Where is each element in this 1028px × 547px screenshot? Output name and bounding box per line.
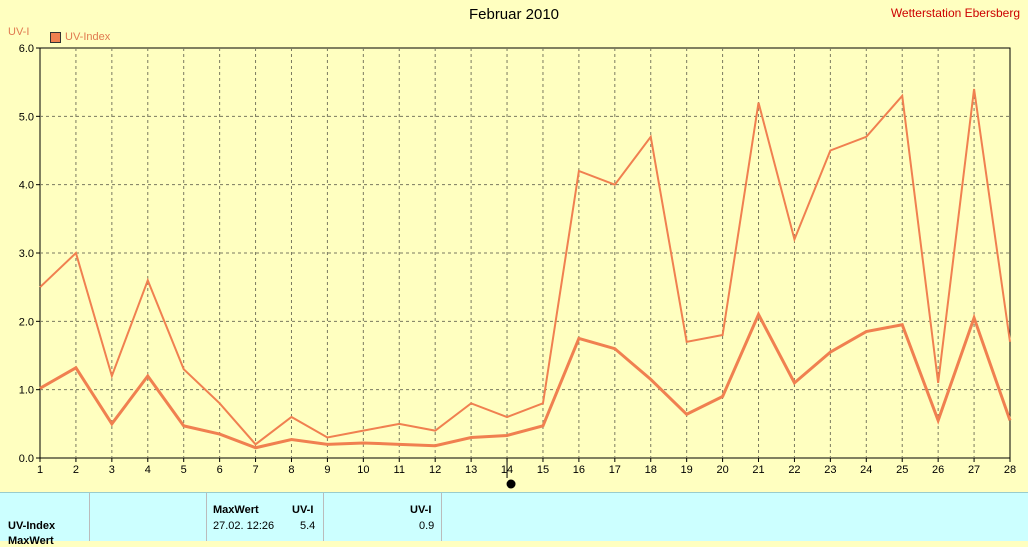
x-tick-label: 5 [181, 464, 187, 476]
x-tick-label: 8 [288, 464, 294, 476]
y-tick-label: 1.0 [19, 385, 34, 397]
table-divider [323, 493, 324, 541]
row-label-uv-index: UV-Index [8, 520, 56, 532]
y-tick-label: 2.0 [19, 316, 34, 328]
unit-header-current: UV-I [410, 504, 432, 516]
x-tick-label: 1 [37, 464, 43, 476]
max-value: 5.4 [300, 520, 316, 532]
table-divider [89, 493, 90, 541]
day-marker-dot [506, 479, 516, 489]
x-tick-label: 15 [537, 464, 549, 476]
y-axis-label: UV-I [8, 26, 30, 38]
x-tick-label: 12 [429, 464, 441, 476]
uv-line-chart: 1 2 3 4 5 6 7 8 9 10 11 12 13 14 15 16 17 18 19 20 21 22 23 24 2… [19, 43, 1016, 489]
y-tick-label: 0.0 [19, 453, 34, 465]
chart-title: Februar 2010 [468, 6, 560, 23]
x-tick-label: 9 [324, 464, 330, 476]
chart-area: 1 2 3 4 5 6 7 8 9 10 11 12 13 14 15 16 17 18 19 20 21 22 23 24 2… [8, 6, 1020, 489]
x-tick-label: 19 [681, 464, 693, 476]
x-tick-label: 13 [465, 464, 477, 476]
x-tick-label: 25 [896, 464, 908, 476]
table-divider [206, 493, 207, 541]
table-divider [441, 493, 442, 541]
x-tick-label: 3 [109, 464, 115, 476]
x-tick-label: 7 [252, 464, 258, 476]
x-tick-label: 18 [645, 464, 657, 476]
row-label-maxwert: MaxWert [8, 535, 54, 547]
x-tick-label: 11 [394, 464, 405, 476]
max-header: MaxWert [213, 504, 259, 516]
unit-header-max: UV-I [292, 504, 314, 516]
series-line-uv-index-secondary [39, 311, 1012, 450]
x-tick-label: 17 [609, 464, 621, 476]
x-tick-label: 21 [752, 464, 764, 476]
y-tick-label: 3.0 [19, 248, 34, 260]
legend-swatch [50, 31, 61, 43]
current-value: 0.9 [419, 520, 435, 532]
x-tick-label: 10 [357, 464, 369, 476]
x-tick-label: 23 [824, 464, 836, 476]
station-name: Wetterstation Ebersberg [890, 6, 1020, 20]
x-tick-label: 20 [716, 464, 728, 476]
y-tick-label: 5.0 [19, 111, 34, 123]
x-tick-label: 26 [932, 464, 944, 476]
x-tick-label: 27 [968, 464, 980, 476]
x-tick-label: 6 [217, 464, 223, 476]
x-tick-label: 2 [73, 464, 79, 476]
series-line-uv-index [39, 88, 1011, 446]
legend-label: UV-Index [65, 31, 111, 43]
x-tick-label: 28 [1004, 464, 1016, 476]
x-tick-label: 24 [860, 464, 872, 476]
y-tick-label: 4.0 [19, 180, 34, 192]
data-table: MaxWert UV-I UV-I UV-Index 27.02. 12:26 … [0, 492, 1028, 547]
x-tick-label: 16 [573, 464, 585, 476]
legend[interactable]: UV-Index [50, 31, 110, 43]
x-tick-label: 22 [788, 464, 800, 476]
max-time: 27.02. 12:26 [213, 520, 275, 532]
x-tick-label: 4 [145, 464, 151, 476]
y-tick-label: 6.0 [19, 43, 34, 55]
